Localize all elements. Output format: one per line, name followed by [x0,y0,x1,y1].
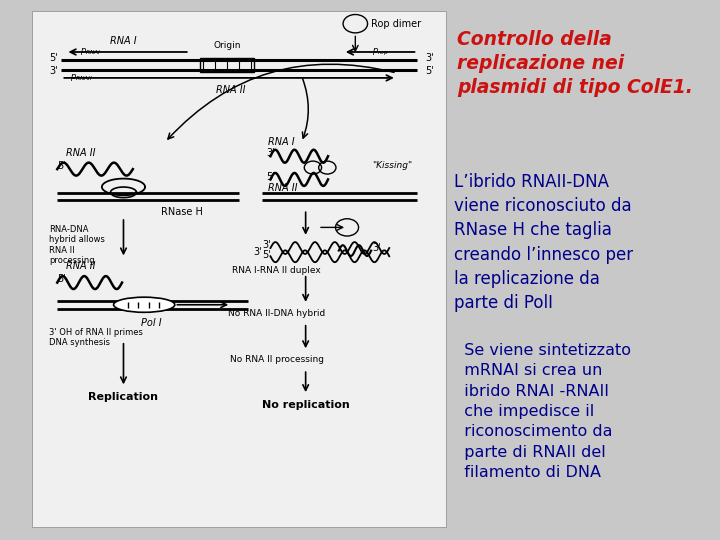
Text: RNA II: RNA II [269,183,298,193]
FancyBboxPatch shape [32,11,446,526]
Text: RNA I: RNA I [269,137,295,147]
Text: 5': 5' [57,160,66,171]
Ellipse shape [114,297,175,312]
Text: $p_{RNAII}$: $p_{RNAII}$ [70,72,93,83]
Text: $p_{RNAI}$: $p_{RNAI}$ [80,46,101,57]
Text: RNA I-RNA II duplex: RNA I-RNA II duplex [233,266,321,275]
Text: 3': 3' [49,66,58,77]
Text: Rop dimer: Rop dimer [372,19,421,29]
Text: 3': 3' [262,240,271,251]
Text: 3': 3' [372,243,380,253]
Text: 3': 3' [426,53,434,64]
Text: RNA II: RNA II [217,85,246,96]
Bar [199,58,254,72]
Text: 5': 5' [426,66,434,77]
Text: 5': 5' [57,274,66,284]
Text: Pol I: Pol I [141,318,162,328]
Text: RNA II: RNA II [66,147,95,158]
Text: No RNA II processing: No RNA II processing [230,355,324,364]
Text: No RNA II-DNA hybrid: No RNA II-DNA hybrid [228,309,325,318]
Text: Replication: Replication [89,393,158,402]
Text: 5': 5' [49,53,58,64]
Text: RNA II: RNA II [66,261,95,271]
Text: Controllo della
replicazione nei
plasmidi di tipo ColE1.: Controllo della replicazione nei plasmid… [457,30,693,97]
Text: 5': 5' [262,249,271,260]
Text: "Kissing": "Kissing" [372,161,412,170]
Text: L’ibrido RNAII-DNA
viene riconosciuto da
RNase H che taglia
creando l’innesco pe: L’ibrido RNAII-DNA viene riconosciuto da… [454,173,633,312]
Text: RNA-DNA
hybrid allows
RNA II
processing: RNA-DNA hybrid allows RNA II processing [49,225,105,265]
Text: $p_{rop}$: $p_{rop}$ [372,46,389,58]
Text: Se viene sintetizzato
  mRNAI si crea un
  ibrido RNAI -RNAII
  che impedisce il: Se viene sintetizzato mRNAI si crea un i… [454,343,631,480]
Text: 3': 3' [253,247,262,257]
Text: 5': 5' [266,172,275,183]
Text: 3' OH of RNA II primes
DNA synthesis: 3' OH of RNA II primes DNA synthesis [49,328,143,347]
Text: RNase H: RNase H [161,207,202,217]
Text: No replication: No replication [262,400,349,410]
Text: Origin: Origin [213,41,240,50]
Text: RNA I: RNA I [110,36,137,45]
Text: 3': 3' [266,147,275,158]
